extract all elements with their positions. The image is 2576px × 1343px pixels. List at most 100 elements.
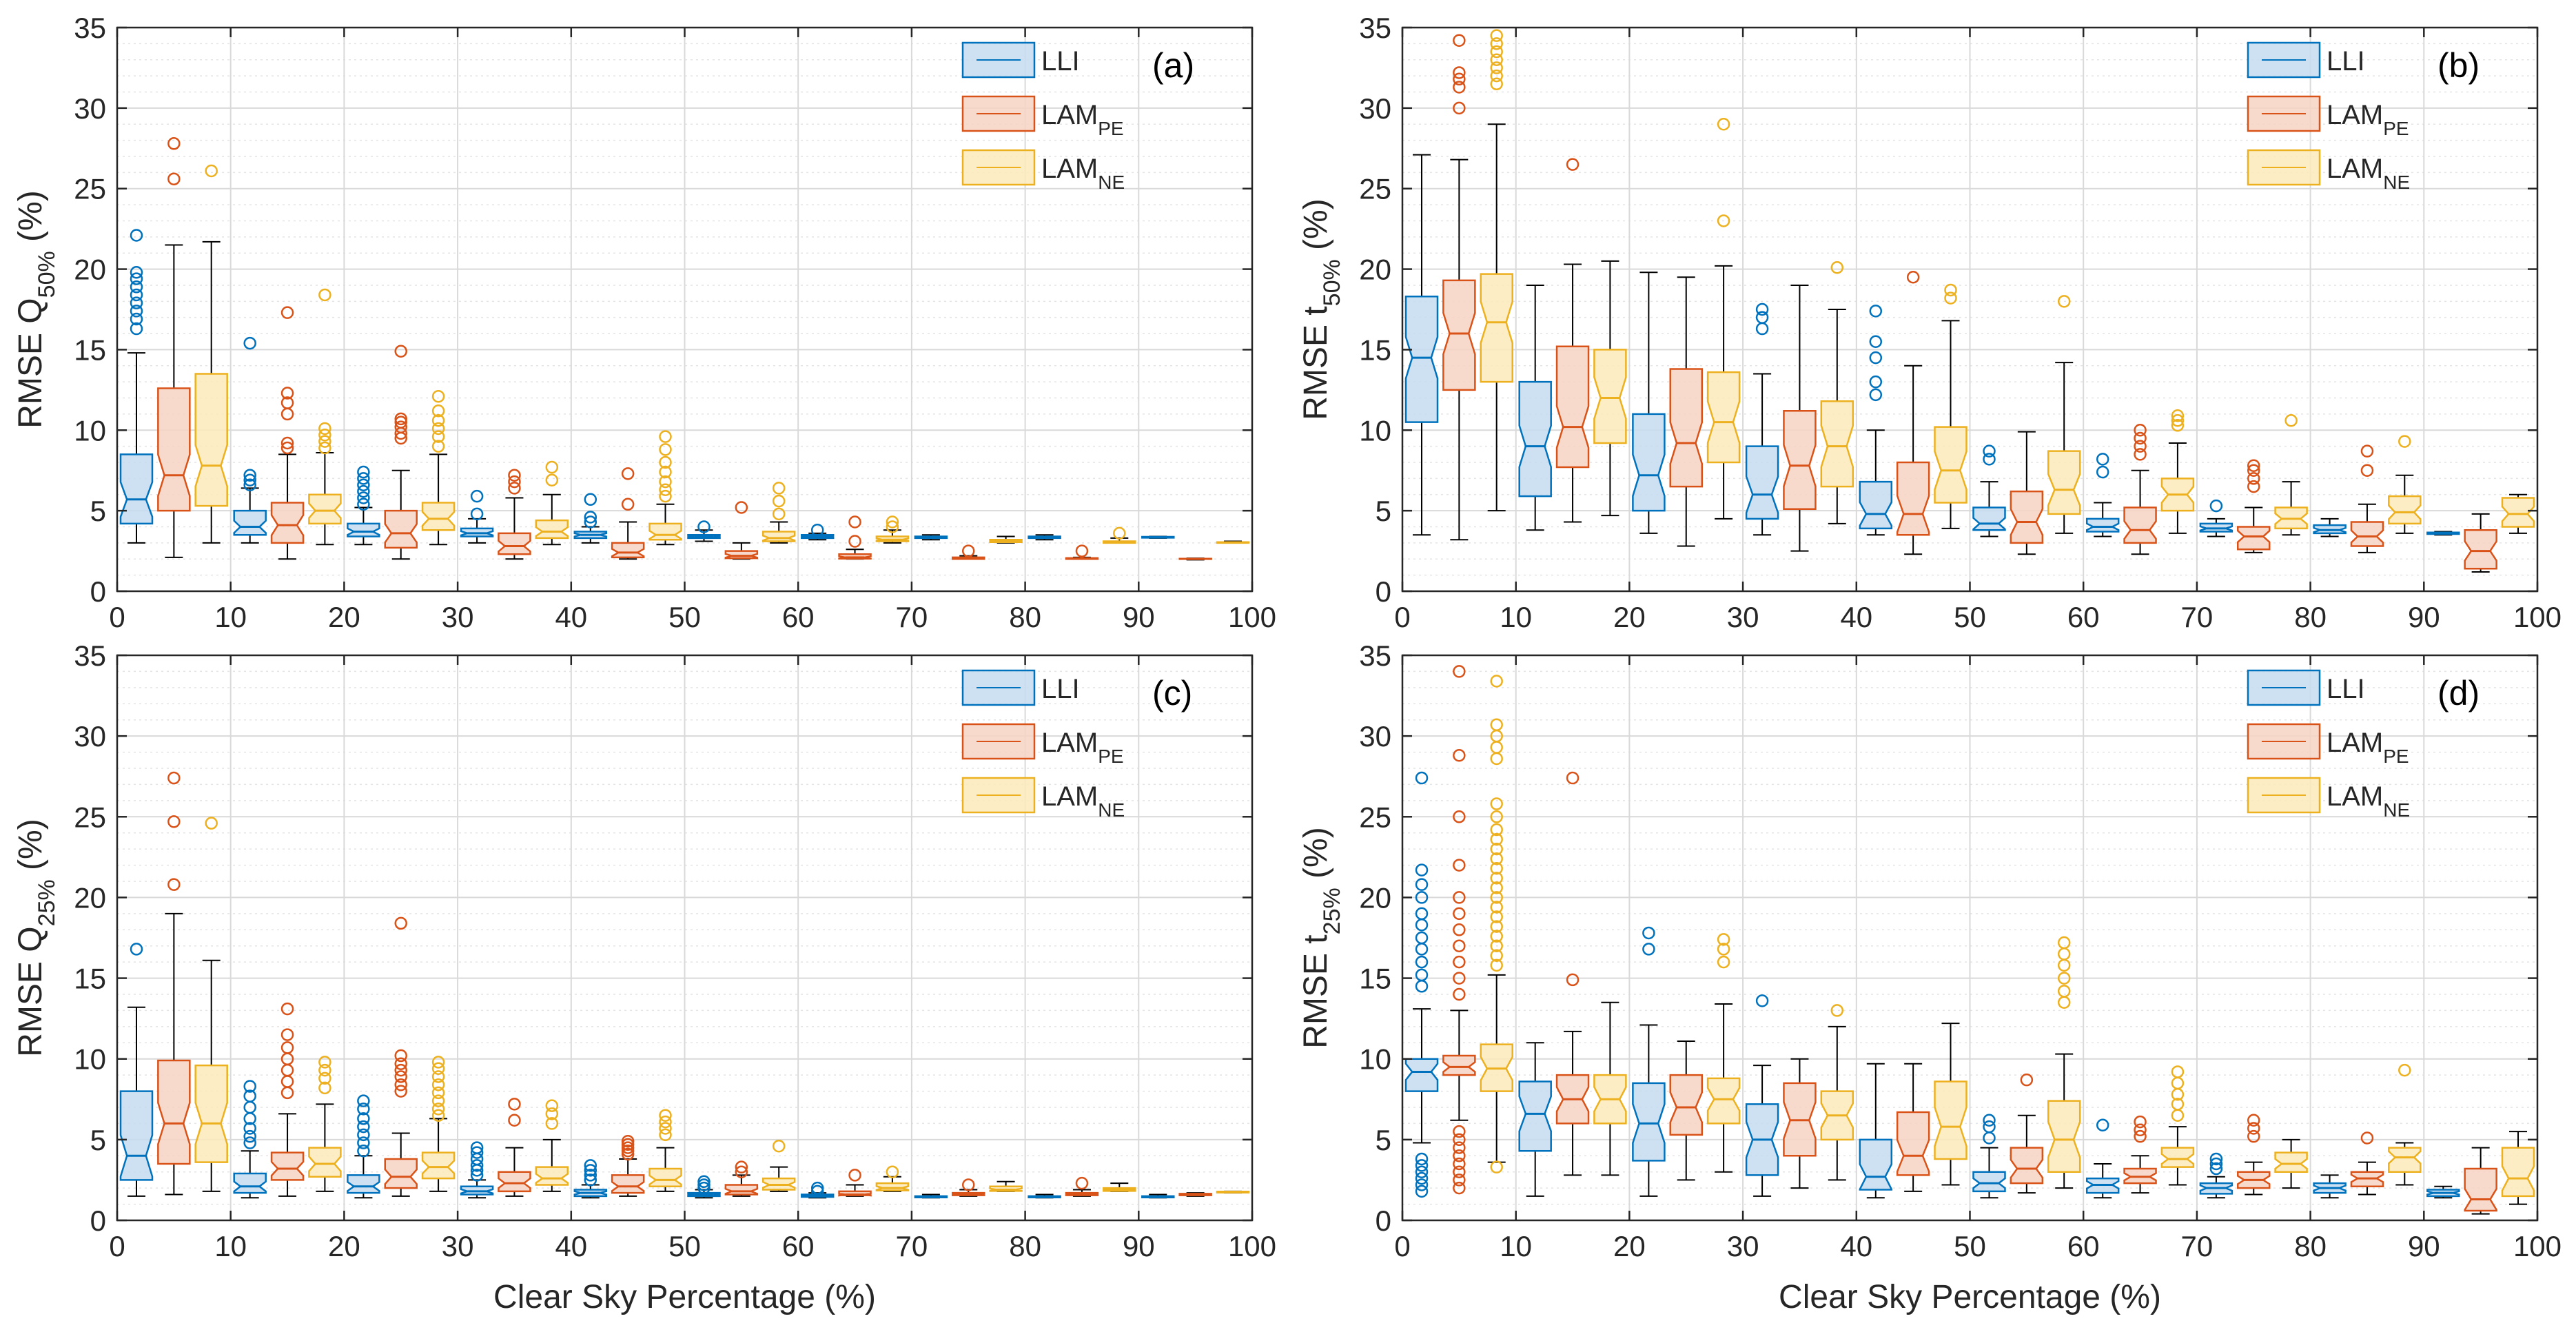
outlier-point: [1415, 891, 1429, 904]
outlier-point: [167, 137, 181, 150]
outlier-point: [2247, 1122, 2260, 1135]
outlier-point: [357, 1128, 370, 1142]
outlier-point: [621, 1145, 635, 1158]
outlier-point: [318, 1072, 331, 1085]
outlier-point: [848, 515, 861, 529]
iqr-box: [1745, 445, 1779, 520]
iqr-box: [1972, 506, 2006, 531]
box-lam_pe: [838, 1169, 872, 1197]
outlier-point: [1415, 1152, 1429, 1166]
iqr-box: [1518, 380, 1552, 498]
outlier-point: [697, 1175, 711, 1189]
iqr-box: [535, 1166, 569, 1186]
outlier-point: [621, 1141, 635, 1154]
iqr-box: [1442, 1054, 1476, 1076]
y-tick-label: 35: [1359, 12, 1391, 44]
outlier-point: [357, 491, 370, 504]
y-tick-label: 20: [74, 881, 106, 914]
box-lam_pe: [1783, 284, 1817, 552]
box-lam_pe: [2464, 513, 2497, 573]
x-tick-label: 90: [2408, 1230, 2440, 1262]
x-tick-label: 0: [109, 1230, 125, 1262]
iqr-box: [1632, 413, 1666, 512]
outlier-point: [167, 172, 181, 185]
iqr-box: [648, 1167, 682, 1188]
outlier-point: [621, 1138, 635, 1151]
box-lli: [1745, 994, 1779, 1197]
outlier-point: [1490, 862, 1503, 875]
outlier-point: [1944, 283, 1957, 297]
outlier-point: [962, 544, 975, 557]
legend-swatch-lli: [961, 41, 1036, 79]
iqr-box: [498, 532, 531, 555]
outlier-point: [735, 501, 748, 514]
outlier-point: [2134, 440, 2147, 453]
outlier-point: [659, 1115, 672, 1129]
outlier-point: [1717, 943, 1730, 956]
box-lam_ne: [1593, 1001, 1627, 1176]
outlier-point: [1642, 943, 1655, 956]
x-tick-label: 80: [1009, 1230, 1041, 1262]
outlier-point: [962, 1178, 975, 1191]
box-lam_pe: [1669, 1040, 1703, 1181]
box-lam_pe: [270, 1002, 305, 1197]
outlier-point: [1490, 61, 1503, 74]
box-lli: [2313, 517, 2347, 537]
iqr-box: [1972, 1171, 2006, 1193]
iqr-box: [2388, 1147, 2422, 1173]
outlier-point: [280, 1002, 294, 1016]
outlier-point: [357, 1136, 370, 1149]
panel-b: 0 10 20 30 40 50 60 70 80 90 100 0 5 10 15 20 25 30 35 RMSE…: [1298, 12, 2562, 633]
iqr-box: [2047, 1100, 2081, 1173]
outlier-point: [508, 1114, 521, 1127]
box-lli: [460, 489, 494, 544]
outlier-point: [243, 1080, 256, 1093]
outlier-point: [394, 420, 407, 433]
iqr-box: [2047, 450, 2081, 515]
outlier-point: [1075, 1176, 1089, 1190]
box-lam_ne: [2501, 1131, 2535, 1205]
box-lam_ne: [1480, 675, 1513, 1173]
outlier-point: [810, 1181, 824, 1195]
outlier-point: [1453, 1149, 1466, 1162]
outlier-point: [2057, 295, 2071, 308]
x-tick-label: 40: [1840, 1230, 1872, 1262]
y-tick-label: 30: [1359, 720, 1391, 752]
outlier-point: [584, 1159, 597, 1172]
legend-label-lli: LLI: [1041, 46, 1080, 76]
box-lam_ne: [2274, 1138, 2308, 1189]
box-lam_ne: [2047, 936, 2081, 1189]
outlier-point: [1415, 968, 1429, 982]
box-lam_ne: [1103, 526, 1136, 544]
outlier-point: [1490, 832, 1503, 846]
outlier-point: [2398, 435, 2411, 448]
x-axis-label: Clear Sky Percentage (%): [493, 1279, 876, 1315]
outlier-point: [1453, 987, 1466, 1001]
outlier-point: [1490, 718, 1503, 731]
x-tick-label: 70: [896, 1230, 928, 1262]
iqr-box: [347, 1174, 380, 1194]
box-lam_ne: [875, 515, 910, 544]
outlier-point: [167, 771, 181, 785]
box-lam_pe: [1669, 276, 1703, 547]
box-lli: [119, 229, 154, 544]
outlier-point: [167, 815, 181, 828]
x-tick-label: 100: [1228, 1230, 1276, 1262]
outlier-point: [318, 429, 331, 442]
iqr-box: [1669, 368, 1703, 488]
outlier-point: [1490, 53, 1503, 66]
outlier-point: [130, 288, 143, 302]
outlier-point: [431, 1070, 445, 1083]
iqr-box: [194, 1064, 228, 1163]
iqr-box: [2350, 521, 2384, 547]
outlier-point: [1075, 544, 1089, 557]
outlier-point: [243, 1136, 256, 1149]
outlier-point: [1869, 305, 1883, 318]
panel-label: (d): [2437, 674, 2480, 712]
outlier-point: [2171, 414, 2185, 427]
x-tick-label: 50: [668, 601, 701, 633]
outlier-point: [1490, 920, 1503, 933]
outlier-point: [1453, 81, 1466, 94]
x-tick-label: 90: [1123, 1230, 1155, 1262]
outlier-point: [357, 1103, 370, 1116]
